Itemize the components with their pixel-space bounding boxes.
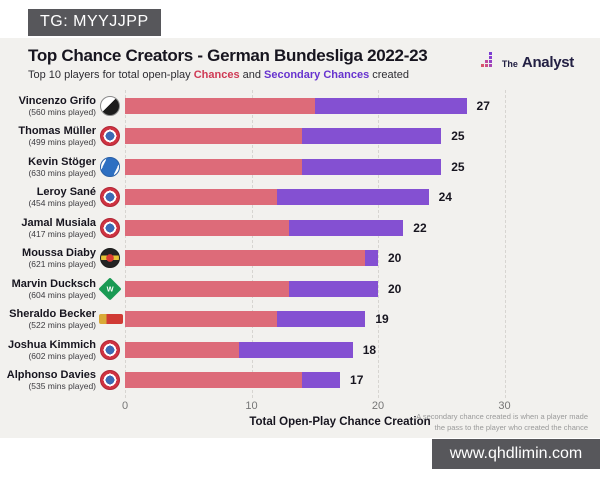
player-name: Sheraldo Becker	[9, 308, 96, 321]
bar-secondary-chances	[289, 219, 404, 236]
analyst-squares-icon	[480, 51, 498, 74]
bar-secondary-chances	[238, 341, 353, 358]
bremen-badge-icon: W	[98, 277, 122, 301]
chart-title: Top Chance Creators - German Bundesliga …	[28, 46, 428, 65]
chart-card: Top Chance Creators - German Bundesliga …	[0, 38, 600, 438]
bar-secondary-chances	[365, 250, 378, 267]
bayern-badge-icon	[100, 370, 120, 391]
player-label: Moussa Diaby (621 mins played)	[0, 247, 96, 269]
total-value-label: 17	[350, 373, 364, 388]
subtitle-suffix: created	[369, 69, 409, 81]
player-label: Kevin Stöger (630 mins played)	[0, 156, 96, 178]
player-mins-played: (454 mins played)	[28, 198, 96, 209]
subtitle-prefix: Top 10 players for total open-play	[28, 69, 194, 81]
bremen-w-letter: W	[106, 284, 114, 293]
gridline-20	[378, 90, 379, 398]
leverkusen-badge-icon	[100, 248, 120, 269]
player-mins-played: (621 mins played)	[28, 259, 96, 270]
player-mins-played: (602 mins played)	[28, 350, 96, 361]
bar-chances	[125, 311, 277, 328]
total-value-label: 19	[375, 312, 389, 327]
secondary-chance-footnote: A secondary chance created is when a pla…	[388, 411, 588, 434]
x-axis-title: Total Open-Play Chance Creation	[249, 416, 431, 428]
legend-chances-label: Chances	[193, 69, 240, 81]
player-name: Marvin Ducksch	[11, 277, 96, 290]
bar-chances	[125, 280, 290, 297]
player-mins-played: (630 mins played)	[28, 167, 96, 178]
x-tick-20: 20	[371, 400, 385, 412]
bar-secondary-chances	[289, 280, 378, 297]
footnote-line-1: A secondary chance created is when a pla…	[416, 412, 588, 421]
player-mins-played: (522 mins played)	[28, 320, 96, 331]
player-name: Vincenzo Grifo	[18, 95, 96, 107]
player-name: Moussa Diaby	[22, 247, 96, 260]
player-name: Kevin Stöger	[28, 155, 96, 168]
bar-chances	[125, 250, 366, 267]
player-label: Jamal Musiala (417 mins played)	[0, 217, 96, 239]
the-analyst-logo: The Analyst	[480, 51, 574, 74]
player-name: Leroy Sané	[36, 186, 96, 199]
bar-secondary-chances	[276, 311, 366, 328]
bar-chances	[125, 98, 315, 114]
player-mins-played: (560 mins played)	[28, 107, 96, 117]
total-value-label: 27	[476, 99, 490, 113]
x-tick-0: 0	[121, 400, 129, 412]
subtitle-and: and	[239, 69, 265, 81]
player-mins-played: (499 mins played)	[28, 137, 96, 148]
player-label: Vincenzo Grifo (560 mins played)	[0, 95, 96, 117]
chart-subtitle: Top 10 players for total open-play Chanc…	[28, 69, 409, 81]
player-mins-played: (417 mins played)	[28, 228, 96, 239]
total-value-label: 25	[451, 129, 465, 144]
player-label: Sheraldo Becker (522 mins played)	[0, 308, 96, 330]
footnote-line-2: the pass to the player who created the c…	[434, 423, 588, 433]
bar-secondary-chances	[314, 98, 467, 114]
player-label: Marvin Ducksch (604 mins played)	[0, 278, 96, 300]
player-mins-played: (604 mins played)	[28, 289, 96, 300]
x-tick-10: 10	[245, 400, 258, 412]
player-label: Leroy Sané (454 mins played)	[0, 186, 96, 208]
player-name: Jamal Musiala	[21, 216, 96, 229]
bar-chances	[125, 372, 303, 389]
bayern-badge-icon	[100, 217, 120, 238]
total-value-label: 22	[413, 220, 427, 235]
brand-analyst-label: Analyst	[521, 54, 574, 71]
union-berlin-badge-icon	[99, 314, 123, 325]
player-label: Joshua Kimmich (602 mins played)	[0, 339, 96, 361]
bayern-badge-icon	[100, 187, 120, 208]
gridline-30	[504, 90, 506, 398]
total-value-label: 20	[388, 281, 402, 296]
total-value-label: 25	[451, 159, 465, 174]
player-name: Alphonso Davies	[6, 369, 96, 382]
bochum-badge-icon	[100, 156, 120, 177]
plot-area: 0 10 20 30 Vincenzo Grifo (560 mins played) 27…	[0, 38, 600, 438]
bar-secondary-chances	[302, 372, 341, 389]
total-value-label: 20	[388, 251, 402, 266]
bayern-badge-icon	[100, 339, 120, 360]
player-name: Thomas Müller	[18, 125, 96, 138]
bayern-badge-icon	[100, 126, 120, 147]
total-value-label: 24	[438, 190, 452, 205]
bottom-watermark-badge: www.qhdlimin.com	[432, 439, 600, 469]
bar-secondary-chances	[302, 158, 442, 175]
bar-chances	[125, 158, 303, 175]
player-mins-played: (535 mins played)	[28, 381, 96, 392]
top-watermark-badge: TG: MYYJJPP	[28, 9, 161, 36]
player-label: Thomas Müller (499 mins played)	[0, 125, 96, 147]
bar-chances	[125, 189, 277, 206]
legend-secondary-chances-label: Secondary Chances	[264, 69, 370, 81]
gridline-0	[125, 90, 126, 398]
bar-chances	[125, 128, 303, 145]
bar-chances	[125, 219, 290, 236]
bar-chances	[125, 341, 239, 358]
bar-secondary-chances	[276, 189, 429, 206]
player-label: Alphonso Davies (535 mins played)	[0, 369, 96, 391]
x-tick-30: 30	[498, 400, 511, 412]
brand-the-label: The	[501, 59, 518, 69]
total-value-label: 18	[362, 342, 377, 357]
gridline-10	[251, 90, 253, 398]
bar-secondary-chances	[302, 128, 442, 145]
player-name: Joshua Kimmich	[7, 338, 96, 351]
freiburg-badge-icon	[100, 96, 120, 116]
